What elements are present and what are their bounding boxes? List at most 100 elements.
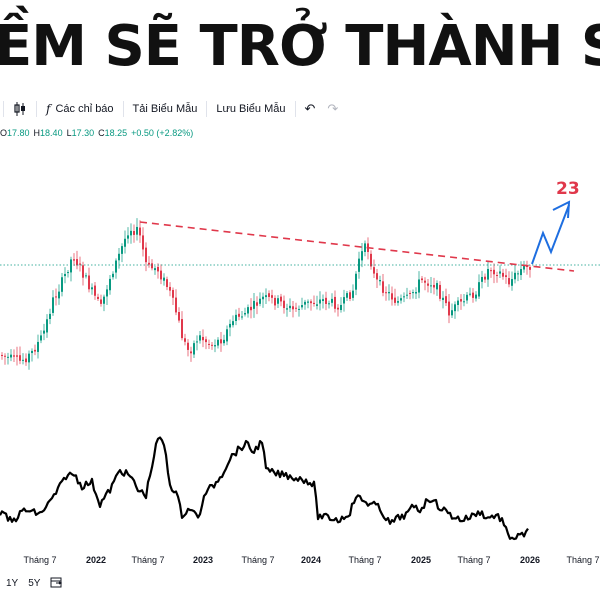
candle-body (79, 263, 81, 265)
candle-body (523, 266, 525, 270)
candle-body (346, 293, 348, 298)
candle-body (451, 310, 453, 316)
candle-body (19, 355, 21, 361)
candle-body (328, 303, 330, 305)
candle-body (157, 266, 159, 272)
indicators-button[interactable]: f Các chỉ báo (40, 98, 120, 120)
candle-body (10, 354, 12, 358)
candle-body (250, 306, 252, 311)
candle-body (331, 298, 333, 303)
indicator-fx-icon: f (46, 102, 51, 116)
candle-body (385, 292, 387, 294)
candle-body (325, 297, 327, 304)
candle-body (502, 272, 504, 277)
candle-body (166, 279, 168, 288)
candle-body (277, 298, 279, 304)
candle-body (28, 353, 30, 363)
candle-body (460, 299, 462, 302)
undo-button[interactable]: ↶ (299, 98, 322, 120)
projection-arrowhead (552, 200, 571, 219)
candle-body (85, 275, 87, 277)
candle-body (64, 273, 66, 277)
candle-body (319, 299, 321, 304)
toolbar-divider (206, 101, 208, 117)
descending-trendline (139, 221, 575, 272)
chart-type-button[interactable] (7, 98, 33, 120)
candle-body (46, 319, 48, 333)
range-1y-button[interactable]: 1Y (6, 577, 19, 589)
candle-body (466, 294, 468, 301)
redo-icon: ↷ (327, 101, 339, 116)
candle-body (487, 268, 489, 280)
candle-body (343, 297, 345, 304)
time-axis-tick: 2026 (519, 555, 541, 565)
candle-body (469, 293, 471, 295)
candlestick-icon (13, 100, 27, 118)
candle-body (214, 345, 216, 347)
candle-body (400, 298, 402, 301)
ohlc-low: L17.30 (66, 128, 95, 138)
candle-body (283, 300, 285, 309)
candle-body (226, 329, 228, 342)
candle-body (472, 292, 474, 298)
candle-body (304, 301, 306, 305)
candle-body (286, 308, 288, 310)
load-template-button[interactable]: Tải Biểu Mẫu (127, 98, 204, 120)
candle-body (505, 275, 507, 277)
candle-body (1, 354, 3, 356)
time-axis-tick: 2024 (300, 555, 322, 565)
chart-toolbar: f Các chỉ báo Tải Biểu Mẫu Lưu Biểu Mẫu … (0, 96, 600, 122)
candle-body (526, 266, 528, 268)
candle-body (322, 299, 324, 301)
candle-body (130, 230, 132, 236)
date-range-icon[interactable] (50, 576, 63, 591)
candle-body (34, 349, 36, 352)
candle-body (298, 308, 300, 310)
candle-body (232, 321, 234, 326)
candle-body (259, 298, 261, 304)
candle-body (340, 304, 342, 311)
candle-body (70, 259, 72, 273)
toolbar-divider (294, 101, 296, 117)
candle-body (196, 341, 198, 343)
time-axis-tick: Tháng 7 (241, 555, 275, 565)
candle-body (88, 275, 90, 290)
ohlc-close: C18.25 (98, 128, 128, 138)
candle-body (52, 297, 54, 313)
candle-body (373, 267, 375, 274)
candle-body (223, 339, 225, 344)
candle-body (394, 297, 396, 303)
candle-body (406, 294, 408, 296)
candle-body (280, 296, 282, 302)
candle-body (82, 265, 84, 278)
headline-title: ỀM SẼ TRỞ THÀNH SIÊU C (0, 14, 600, 79)
candle-body (274, 297, 276, 306)
candle-body (334, 296, 336, 309)
candle-body (97, 296, 99, 299)
candle-body (403, 296, 405, 298)
candle-body (463, 301, 465, 303)
candle-body (37, 341, 39, 352)
ohlc-open: O17.80 (0, 128, 30, 138)
candle-body (382, 281, 384, 293)
candle-body (199, 335, 201, 341)
price-chart[interactable]: 23 (0, 140, 600, 552)
candle-body (13, 355, 15, 357)
redo-button[interactable]: ↷ (321, 98, 344, 120)
candle-body (181, 319, 183, 339)
candle-body (370, 253, 372, 267)
candle-body (364, 243, 366, 252)
candle-body (238, 313, 240, 317)
candle-body (496, 275, 498, 277)
candle-body (61, 277, 63, 292)
candle-body (292, 306, 294, 310)
candle-body (262, 296, 264, 300)
candle-body (301, 305, 303, 308)
candle-body (175, 297, 177, 313)
candle-body (241, 316, 243, 318)
candle-body (412, 292, 414, 294)
candle-body (481, 276, 483, 282)
time-axis-tick: 2022 (85, 555, 107, 565)
save-template-button[interactable]: Lưu Biểu Mẫu (210, 98, 291, 120)
range-5y-button[interactable]: 5Y (28, 577, 41, 589)
